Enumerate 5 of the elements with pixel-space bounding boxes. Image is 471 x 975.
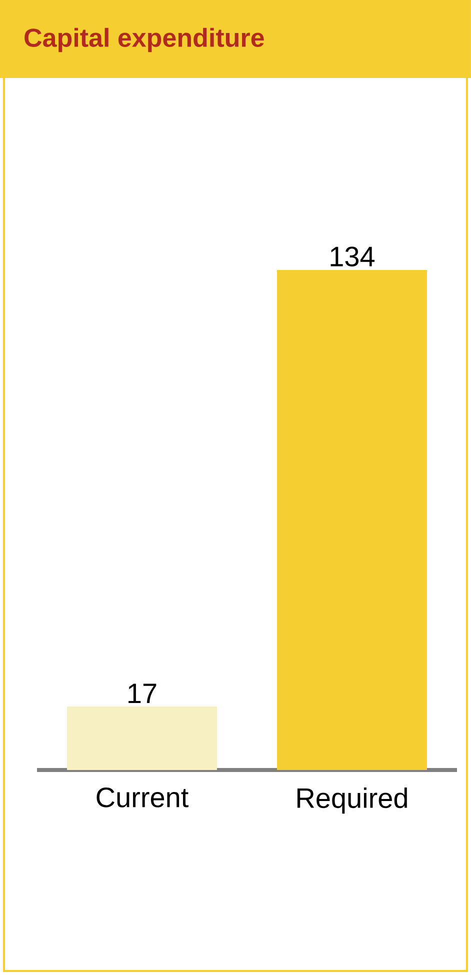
chart-title: Capital expenditure — [24, 28, 264, 52]
data-label: 134 — [330, 246, 375, 266]
x-tick-label: Required — [297, 788, 407, 814]
data-label: 17 — [128, 684, 156, 704]
x-tick-label: Current — [96, 788, 188, 808]
